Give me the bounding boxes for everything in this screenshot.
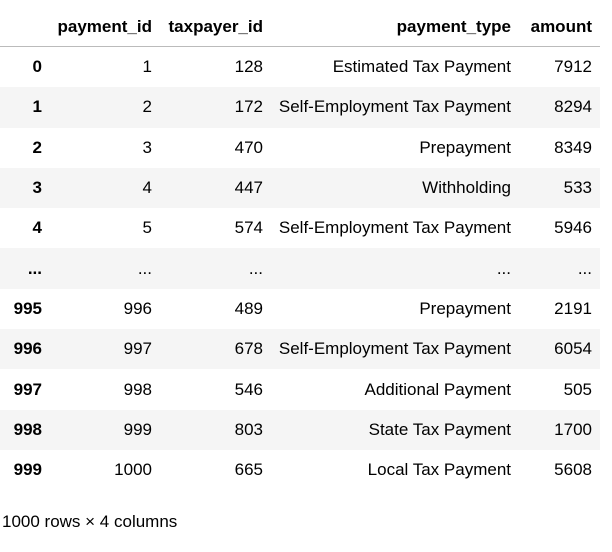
cell: 665 (234, 460, 263, 480)
cell: Self-Employment Tax Payment (278, 218, 511, 238)
cell: 1700 (554, 419, 592, 439)
cell: 1000 (114, 460, 152, 480)
cell: 997 (123, 339, 152, 359)
cell: 678 (234, 339, 263, 359)
header-row: payment_id taxpayer_id payment_type amount (0, 8, 600, 47)
table-row: 3 4 447 Withholding 533 (0, 167, 600, 209)
row-index: 4 (32, 218, 42, 238)
table-header: payment_id taxpayer_id payment_type amount (0, 8, 600, 47)
row-index: 996 (13, 339, 42, 359)
cell: 6054 (554, 339, 592, 359)
row-index: 0 (32, 57, 42, 77)
cell: 505 (563, 379, 592, 399)
cell: 996 (123, 298, 152, 318)
cell: ... (577, 258, 592, 278)
cell: Prepayment (419, 137, 511, 157)
row-index: 998 (13, 419, 42, 439)
cell: 1 (142, 57, 152, 77)
column-header: payment_id (50, 8, 160, 47)
cell: 803 (234, 419, 263, 439)
row-index: 3 (32, 178, 42, 198)
cell: 8349 (554, 137, 592, 157)
index-header (0, 8, 50, 47)
table-row: 996 997 678 Self-Employment Tax Payment 6054 (0, 329, 600, 370)
table-row: 995 996 489 Prepayment 2191 (0, 289, 600, 329)
table-row: 999 1000 665 Local Tax Payment 5608 (0, 450, 600, 490)
table-row: 0 1 128 Estimated Tax Payment 7912 (0, 47, 600, 88)
notebook-output: payment_id taxpayer_id payment_type amount … (0, 8, 612, 552)
cell: Self-Employment Tax Payment (278, 339, 511, 359)
cell: Prepayment (419, 298, 511, 318)
row-index: ... (27, 258, 42, 278)
cell: 2 (142, 97, 152, 117)
table-body: 0 1 128 Estimated Tax Payment 7912 1 2 172 Self-… (0, 47, 600, 491)
column-header: amount (519, 8, 600, 47)
cell: 2191 (554, 298, 592, 318)
cell: Self-Employment Tax Payment (278, 97, 511, 117)
row-index: 997 (13, 379, 42, 399)
cell: 128 (234, 57, 263, 77)
cell: Withholding (422, 178, 511, 198)
cell: 4 (142, 178, 152, 198)
table-row: 997 998 546 Additional Payment 505 (0, 369, 600, 409)
cell: 8294 (554, 97, 592, 117)
row-index: 995 (13, 298, 42, 318)
cell: 489 (234, 298, 263, 318)
shape-note: 1000 rows × 4 columns (2, 512, 178, 532)
cell: Additional Payment (364, 379, 511, 399)
row-index: 2 (32, 137, 42, 157)
cell: 5946 (554, 218, 592, 238)
cell: 5 (142, 218, 152, 238)
cell: Estimated Tax Payment (332, 57, 511, 77)
cell: 999 (123, 419, 152, 439)
cell: 470 (234, 137, 263, 157)
cell: 546 (234, 379, 263, 399)
table-row: 4 5 574 Self-Employment Tax Payment 5946 (0, 208, 600, 248)
cell: 7912 (554, 57, 592, 77)
cell: 3 (142, 137, 152, 157)
cell: 998 (123, 379, 152, 399)
table-row: 998 999 803 State Tax Payment 1700 (0, 409, 600, 450)
table-row: ............... (0, 248, 600, 289)
cell: 172 (234, 97, 263, 117)
cell: ... (137, 258, 152, 278)
table-row: 1 2 172 Self-Employment Tax Payment 8294 (0, 87, 600, 128)
cell: ... (496, 258, 511, 278)
cell: State Tax Payment (368, 419, 511, 439)
cell: 447 (234, 178, 263, 198)
row-index: 1 (32, 97, 42, 117)
cell: Local Tax Payment (367, 460, 511, 480)
cell: 533 (563, 178, 592, 198)
dataframe: payment_id taxpayer_id payment_type amount … (0, 8, 600, 490)
column-header: payment_type (271, 8, 519, 47)
cell: 5608 (554, 460, 592, 480)
table-row: 2 3 470 Prepayment 8349 (0, 128, 600, 168)
row-index: 999 (13, 460, 42, 480)
cell: ... (248, 258, 263, 278)
cell: 574 (234, 218, 263, 238)
column-header: taxpayer_id (160, 8, 271, 47)
